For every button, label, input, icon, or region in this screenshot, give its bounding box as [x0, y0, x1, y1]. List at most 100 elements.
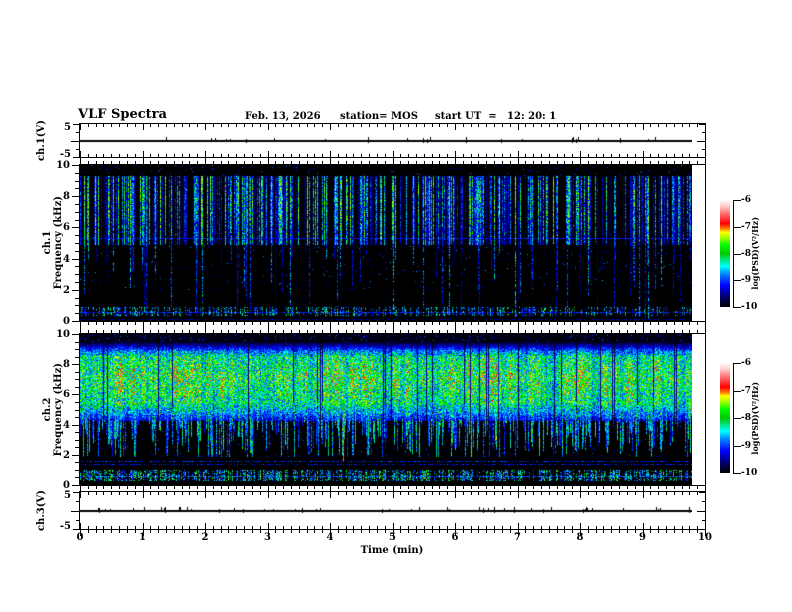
- x-axis-tick: [150, 154, 152, 157]
- x-axis-tick: [681, 161, 683, 164]
- time-tick-label: 5: [389, 532, 396, 543]
- x-axis-tick: [611, 154, 613, 157]
- x-axis-tick: [665, 322, 667, 325]
- x-axis-tick: [189, 530, 191, 533]
- x-axis-tick: [361, 124, 363, 127]
- x-axis-tick: [462, 486, 464, 489]
- x-axis-tick: [251, 322, 253, 325]
- x-axis-tick: [650, 530, 652, 533]
- x-axis-tick: [134, 124, 136, 127]
- x-axis-tick: [361, 161, 363, 164]
- x-axis-tick: [564, 330, 566, 333]
- x-axis-tick: [580, 486, 581, 492]
- x-axis-tick: [103, 124, 105, 127]
- x-axis-tick: [587, 492, 589, 495]
- x-axis-tick: [353, 492, 355, 495]
- x-axis-tick: [314, 492, 316, 495]
- x-axis-tick: [572, 330, 574, 333]
- x-axis-tick: [376, 526, 378, 529]
- x-axis-tick: [603, 322, 605, 325]
- x-axis-tick: [587, 486, 589, 489]
- x-axis-tick: [556, 154, 558, 157]
- x-axis-tick: [158, 530, 160, 533]
- x-axis-tick: [665, 161, 667, 164]
- x-axis-tick: [322, 526, 324, 529]
- x-axis-tick: [384, 322, 386, 325]
- x-axis-tick: [80, 530, 81, 536]
- x-axis-tick: [87, 124, 89, 127]
- x-axis-tick: [533, 486, 535, 489]
- x-axis-tick: [345, 530, 347, 533]
- x-axis-tick: [447, 154, 449, 157]
- x-axis-tick: [447, 161, 449, 164]
- x-axis-tick: [494, 161, 496, 164]
- x-axis-tick: [236, 124, 238, 127]
- freq-axis-tick: [72, 165, 79, 166]
- x-axis-tick: [337, 492, 339, 495]
- x-axis-tick: [306, 161, 308, 164]
- x-axis-tick: [173, 161, 175, 164]
- freq-tick-label: 10: [56, 329, 70, 340]
- colorbar-tick: [733, 226, 741, 228]
- x-axis-tick: [126, 486, 128, 489]
- x-axis-tick: [134, 492, 136, 495]
- x-axis-tick: [626, 530, 628, 533]
- x-axis-tick: [540, 154, 542, 157]
- x-axis-tick: [603, 124, 605, 127]
- x-axis-tick: [611, 492, 613, 495]
- x-axis-tick: [236, 330, 238, 333]
- x-axis-tick: [673, 330, 675, 333]
- x-axis-tick: [548, 322, 550, 325]
- x-axis-tick: [517, 492, 519, 498]
- colorbar-tick: [733, 307, 741, 308]
- x-axis-tick: [580, 322, 581, 328]
- x-axis-tick: [603, 530, 605, 533]
- time-tick-label: 9: [639, 532, 646, 543]
- x-axis-tick: [470, 322, 472, 325]
- x-axis-tick: [345, 124, 347, 127]
- x-axis-tick: [369, 330, 371, 333]
- x-axis-tick: [244, 330, 246, 333]
- freq-axis-tick: [72, 485, 79, 486]
- x-axis-tick: [603, 486, 605, 489]
- x-axis-tick: [111, 124, 113, 127]
- x-axis-tick: [220, 124, 222, 127]
- x-axis-tick: [634, 322, 636, 325]
- ch2-frequency-axis-label: ch.2 Frequency (kHz): [42, 362, 64, 457]
- x-axis-tick: [298, 161, 300, 164]
- x-axis-tick: [540, 330, 542, 333]
- x-axis-tick: [283, 124, 285, 127]
- x-axis-tick: [447, 486, 449, 489]
- x-axis-tick: [275, 124, 277, 127]
- x-axis-tick: [478, 526, 480, 529]
- x-axis-tick: [415, 526, 417, 529]
- x-axis-tick: [587, 322, 589, 325]
- x-axis-tick: [87, 161, 89, 164]
- x-axis-tick: [564, 486, 566, 489]
- x-axis-tick: [642, 327, 644, 333]
- x-axis-tick: [580, 158, 581, 164]
- x-axis-tick: [298, 330, 300, 333]
- x-axis-tick: [119, 526, 121, 529]
- x-axis-tick: [392, 151, 394, 157]
- x-axis-tick: [314, 530, 316, 533]
- x-axis-tick: [95, 161, 97, 164]
- freq-axis-tick: [75, 235, 79, 237]
- x-axis-tick: [533, 124, 535, 127]
- x-axis-tick: [181, 154, 183, 157]
- x-axis-tick: [447, 124, 449, 127]
- x-axis-tick: [572, 530, 574, 533]
- x-axis-tick: [431, 154, 433, 157]
- x-axis-tick: [525, 526, 527, 529]
- x-axis-tick: [220, 530, 222, 533]
- x-axis-tick: [501, 322, 503, 325]
- x-axis-tick: [119, 530, 121, 533]
- x-axis-tick: [658, 124, 660, 127]
- x-axis-tick: [369, 161, 371, 164]
- x-axis-tick: [158, 322, 160, 325]
- x-axis-tick: [642, 530, 644, 536]
- x-axis-tick: [361, 526, 363, 529]
- x-axis-tick: [267, 322, 269, 328]
- x-axis-tick: [283, 161, 285, 164]
- x-axis-tick: [95, 154, 97, 157]
